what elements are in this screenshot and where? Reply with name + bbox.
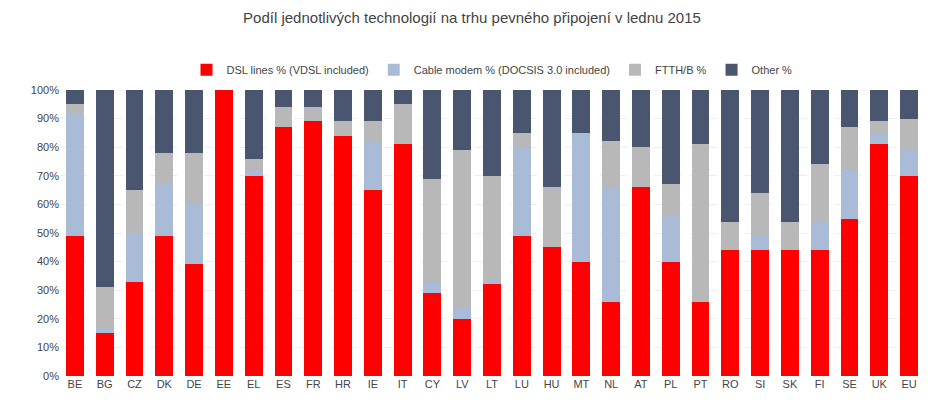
- svg-text:LU: LU: [515, 378, 529, 390]
- svg-text:HR: HR: [335, 378, 351, 390]
- svg-text:90%: 90%: [37, 112, 59, 124]
- svg-text:ES: ES: [276, 378, 291, 390]
- svg-text:80%: 80%: [37, 141, 59, 153]
- svg-text:60%: 60%: [37, 198, 59, 210]
- svg-text:10%: 10%: [37, 341, 59, 353]
- svg-text:CZ: CZ: [127, 378, 142, 390]
- svg-text:DE: DE: [186, 378, 201, 390]
- svg-text:PT: PT: [694, 378, 708, 390]
- svg-text:BE: BE: [68, 378, 83, 390]
- svg-text:EU: EU: [901, 378, 916, 390]
- svg-text:70%: 70%: [37, 170, 59, 182]
- svg-text:RO: RO: [722, 378, 739, 390]
- svg-text:MT: MT: [573, 378, 589, 390]
- svg-text:EL: EL: [247, 378, 260, 390]
- svg-text:0%: 0%: [43, 370, 59, 382]
- svg-text:DSL lines % (VDSL included): DSL lines % (VDSL included): [227, 64, 369, 76]
- svg-text:FI: FI: [815, 378, 825, 390]
- svg-text:FTTH/B %: FTTH/B %: [655, 64, 707, 76]
- svg-text:NL: NL: [604, 378, 618, 390]
- svg-text:Other %: Other %: [752, 64, 793, 76]
- svg-text:AT: AT: [634, 378, 648, 390]
- svg-text:SI: SI: [755, 378, 765, 390]
- svg-text:DK: DK: [157, 378, 173, 390]
- svg-text:SK: SK: [783, 378, 798, 390]
- svg-text:30%: 30%: [37, 284, 59, 296]
- svg-text:LV: LV: [456, 378, 469, 390]
- svg-text:CY: CY: [425, 378, 441, 390]
- svg-text:SE: SE: [842, 378, 857, 390]
- svg-text:LT: LT: [486, 378, 498, 390]
- svg-text:UK: UK: [872, 378, 888, 390]
- svg-text:HU: HU: [544, 378, 560, 390]
- svg-text:EE: EE: [217, 378, 232, 390]
- svg-text:IT: IT: [398, 378, 408, 390]
- svg-text:100%: 100%: [31, 84, 59, 96]
- svg-text:20%: 20%: [37, 313, 59, 325]
- svg-text:PL: PL: [664, 378, 677, 390]
- svg-text:IE: IE: [368, 378, 378, 390]
- svg-text:50%: 50%: [37, 227, 59, 239]
- svg-text:Podíl jednotlivých technologií: Podíl jednotlivých technologií na trhu p…: [243, 9, 701, 26]
- svg-text:40%: 40%: [37, 255, 59, 267]
- svg-text:BG: BG: [97, 378, 113, 390]
- svg-text:Cable modem % (DOCSIS 3.0 incl: Cable modem % (DOCSIS 3.0 included): [414, 64, 610, 76]
- svg-text:FR: FR: [306, 378, 321, 390]
